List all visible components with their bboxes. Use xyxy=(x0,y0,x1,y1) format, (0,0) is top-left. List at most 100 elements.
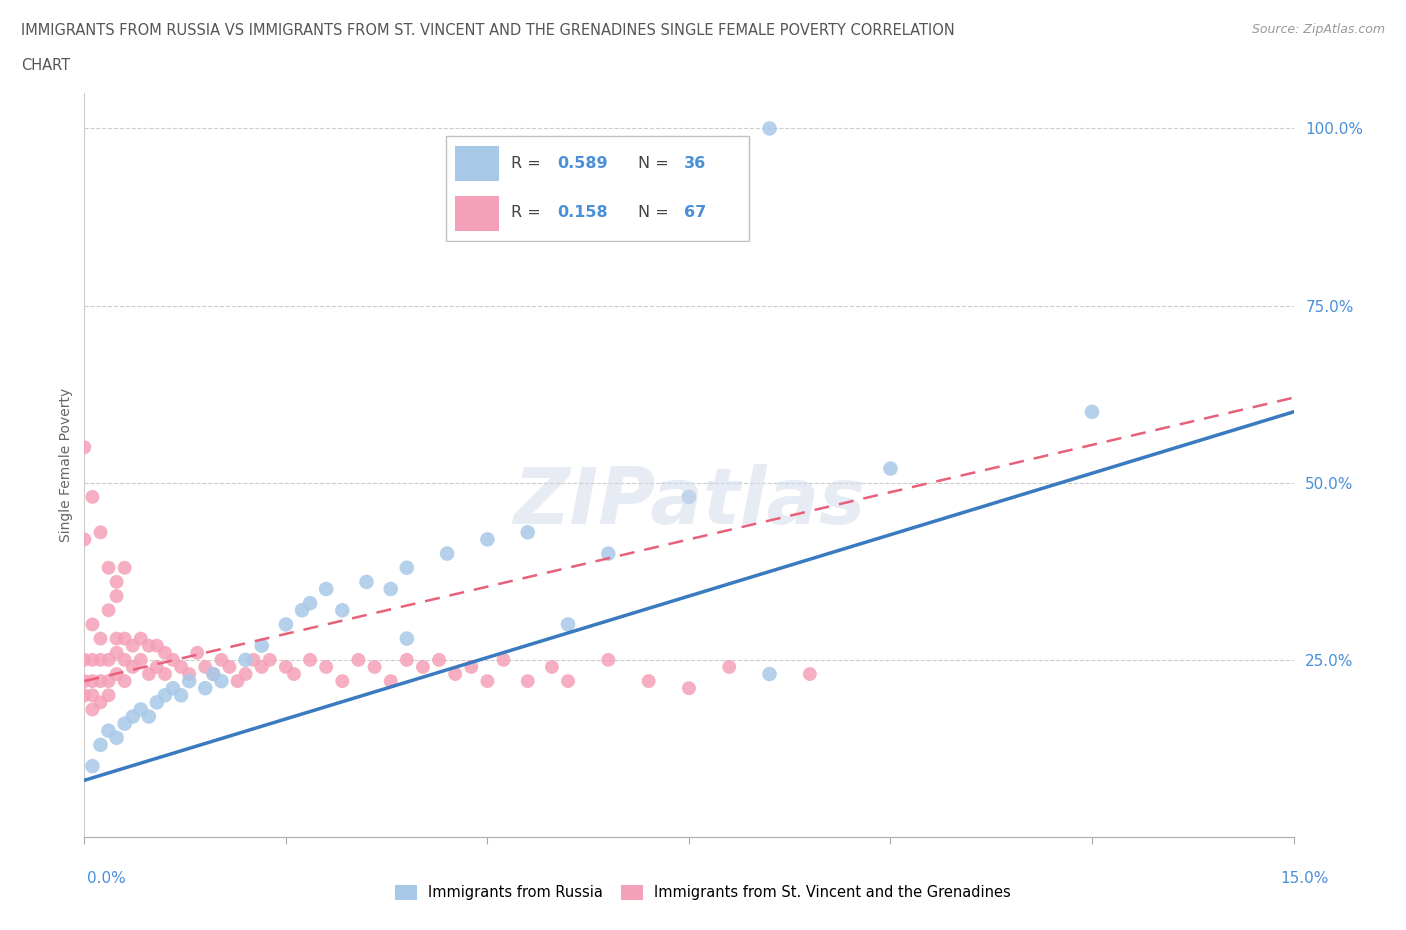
Point xyxy=(121,638,143,653)
Point xyxy=(105,667,128,682)
Point xyxy=(259,653,281,668)
Text: N =: N = xyxy=(638,156,673,171)
Y-axis label: Single Female Poverty: Single Female Poverty xyxy=(59,388,73,542)
Point xyxy=(799,667,821,682)
Point xyxy=(477,532,499,547)
Point xyxy=(170,659,193,674)
Point xyxy=(274,617,297,631)
Point xyxy=(235,667,257,682)
Point xyxy=(146,638,169,653)
Point xyxy=(395,631,418,646)
Point xyxy=(218,659,240,674)
Point xyxy=(73,673,96,688)
Point xyxy=(516,525,538,539)
Point xyxy=(153,645,176,660)
Point xyxy=(114,653,136,668)
Text: 36: 36 xyxy=(685,156,706,171)
Point xyxy=(436,546,458,561)
Point xyxy=(89,737,111,752)
Text: N =: N = xyxy=(638,206,673,220)
Point xyxy=(380,581,402,596)
Text: 0.158: 0.158 xyxy=(557,206,607,220)
Point xyxy=(363,659,385,674)
Point xyxy=(678,681,700,696)
Point xyxy=(598,653,620,668)
Bar xyxy=(456,196,499,232)
Point xyxy=(250,638,273,653)
Point xyxy=(460,659,482,674)
Text: 0.0%: 0.0% xyxy=(87,871,127,886)
Point xyxy=(82,759,104,774)
Point xyxy=(299,596,322,611)
Point xyxy=(194,659,217,674)
Point xyxy=(97,560,120,575)
Point xyxy=(129,631,152,646)
Point xyxy=(97,688,120,703)
Text: Source: ZipAtlas.com: Source: ZipAtlas.com xyxy=(1251,23,1385,36)
Point xyxy=(129,702,152,717)
Point xyxy=(82,489,104,504)
Text: R =: R = xyxy=(510,206,546,220)
Point xyxy=(105,645,128,660)
Text: 0.589: 0.589 xyxy=(557,156,607,171)
Point xyxy=(179,673,201,688)
Point xyxy=(380,673,402,688)
Point xyxy=(209,653,232,668)
Point xyxy=(1081,405,1104,419)
Point xyxy=(105,730,128,745)
Point xyxy=(347,653,370,668)
Point xyxy=(129,653,152,668)
Point xyxy=(194,681,217,696)
Point xyxy=(678,489,700,504)
Point xyxy=(186,645,208,660)
Point xyxy=(82,688,104,703)
Point xyxy=(330,603,353,618)
Point xyxy=(82,617,104,631)
Point xyxy=(226,673,249,688)
Point xyxy=(89,631,111,646)
Point xyxy=(291,603,314,618)
Point xyxy=(138,709,160,724)
Point xyxy=(153,667,176,682)
Point xyxy=(105,631,128,646)
Text: ZIPatlas: ZIPatlas xyxy=(513,464,865,540)
Point xyxy=(82,702,104,717)
Text: CHART: CHART xyxy=(21,58,70,73)
Point xyxy=(356,575,378,590)
Point xyxy=(557,617,579,631)
Point xyxy=(138,667,160,682)
Point xyxy=(209,673,232,688)
Point xyxy=(97,724,120,738)
Point xyxy=(146,695,169,710)
FancyBboxPatch shape xyxy=(446,136,749,241)
Point xyxy=(444,667,467,682)
Point xyxy=(121,709,143,724)
Point xyxy=(758,121,780,136)
Point xyxy=(138,638,160,653)
Point xyxy=(235,653,257,668)
Point xyxy=(395,653,418,668)
Point xyxy=(114,560,136,575)
Point xyxy=(73,688,96,703)
Point xyxy=(250,659,273,674)
Point xyxy=(82,673,104,688)
Point xyxy=(179,667,201,682)
Point xyxy=(146,659,169,674)
Text: 67: 67 xyxy=(685,206,706,220)
Point xyxy=(89,525,111,539)
Point xyxy=(516,673,538,688)
Point xyxy=(202,667,225,682)
Point xyxy=(274,659,297,674)
Point xyxy=(412,659,434,674)
Point xyxy=(73,440,96,455)
Point xyxy=(162,653,184,668)
Text: IMMIGRANTS FROM RUSSIA VS IMMIGRANTS FROM ST. VINCENT AND THE GRENADINES SINGLE : IMMIGRANTS FROM RUSSIA VS IMMIGRANTS FRO… xyxy=(21,23,955,38)
Point xyxy=(97,673,120,688)
Point xyxy=(427,653,450,668)
Point xyxy=(97,603,120,618)
Point xyxy=(114,673,136,688)
Point xyxy=(315,581,337,596)
Point xyxy=(170,688,193,703)
Point xyxy=(105,575,128,590)
Point xyxy=(299,653,322,668)
